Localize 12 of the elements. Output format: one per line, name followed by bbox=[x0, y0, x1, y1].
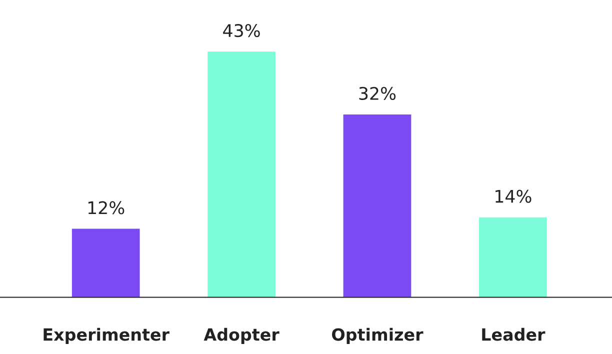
x-tick-label: Adopter bbox=[204, 328, 280, 344]
bar bbox=[208, 52, 276, 298]
x-tick-label: Leader bbox=[482, 328, 546, 341]
x-tick-label: Experimenter bbox=[44, 328, 170, 344]
data-label: 43% bbox=[223, 24, 260, 38]
data-label: 32% bbox=[359, 86, 396, 100]
data-label: 12% bbox=[88, 201, 124, 214]
data-label: 14% bbox=[496, 190, 532, 203]
bar bbox=[72, 228, 140, 298]
bar bbox=[343, 114, 412, 298]
bar bbox=[479, 217, 547, 298]
x-tick-label: Optimizer bbox=[332, 328, 424, 344]
